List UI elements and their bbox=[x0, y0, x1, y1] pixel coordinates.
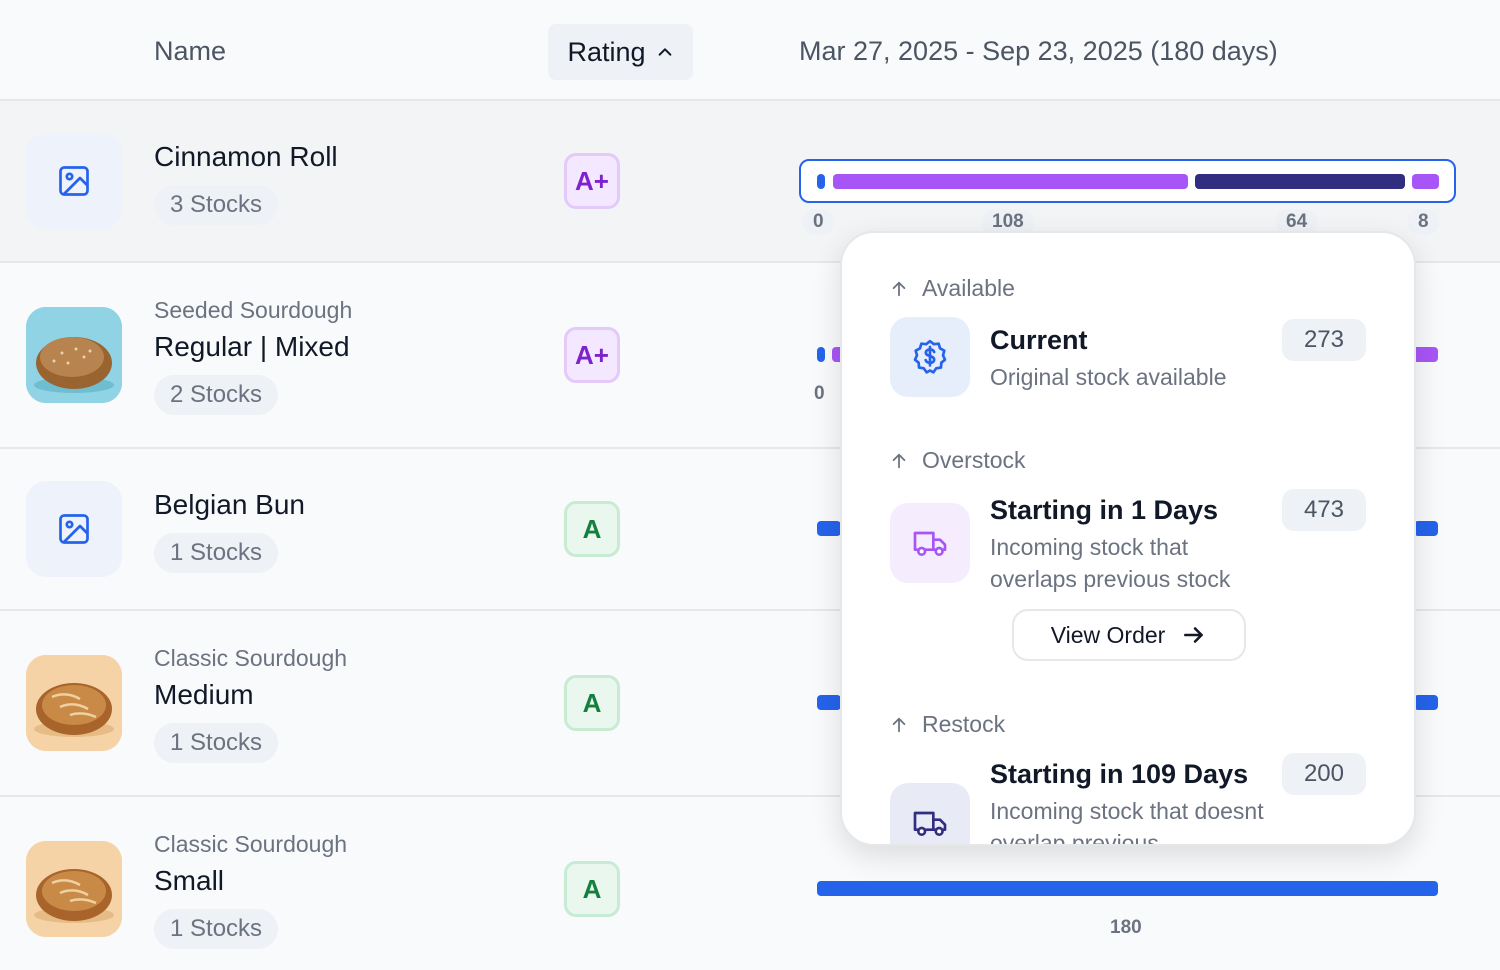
timeline-segment-current[interactable] bbox=[817, 174, 825, 189]
rating-badge: A+ bbox=[564, 153, 620, 209]
product-thumbnail bbox=[26, 481, 122, 577]
timeline-segment-current[interactable] bbox=[817, 695, 841, 710]
section-description: Original stock available bbox=[990, 364, 1227, 390]
sourdough-bread-photo bbox=[26, 655, 122, 751]
table-header: Name Rating Mar 27, 2025 - Sep 23, 2025 … bbox=[0, 0, 1500, 101]
rating-badge: A bbox=[564, 675, 620, 731]
arrow-right-icon bbox=[1184, 627, 1204, 643]
timeline-tick: 180 bbox=[1110, 917, 1142, 938]
rating-badge: A+ bbox=[564, 327, 620, 383]
sourdough-bread-photo bbox=[26, 841, 122, 937]
product-name: Belgian Bun bbox=[154, 489, 306, 520]
section-heading-restock: Restock bbox=[890, 711, 1005, 738]
section-heading-label: Restock bbox=[922, 711, 1006, 737]
section-count-badge: 273 bbox=[1281, 319, 1366, 361]
section-heading-available: Available bbox=[890, 275, 1015, 302]
arrow-up-icon bbox=[892, 717, 906, 732]
timeline-segment-current[interactable] bbox=[817, 347, 825, 362]
timeline-segment-overstock[interactable] bbox=[1410, 347, 1438, 362]
section-title: Starting in 109 Days bbox=[990, 759, 1249, 789]
timeline-tick: 0 bbox=[814, 383, 825, 404]
truck-icon bbox=[913, 811, 947, 836]
product-name: Regular | Mixed bbox=[154, 331, 350, 362]
product-subtitle: Seeded Sourdough bbox=[154, 297, 353, 323]
section-description: Incoming stock that doesnt overlap previ… bbox=[990, 798, 1264, 846]
rating-header-label: Rating bbox=[567, 36, 646, 67]
dollar-badge-icon bbox=[913, 339, 947, 374]
timeline-segment-current[interactable] bbox=[1414, 695, 1438, 710]
section-heading-label: Overstock bbox=[922, 447, 1026, 473]
section-title: Starting in 1 Days bbox=[990, 495, 1219, 525]
image-placeholder-icon bbox=[59, 514, 89, 544]
view-order-label: View Order bbox=[1050, 621, 1166, 648]
product-name: Medium bbox=[154, 679, 254, 710]
product-thumbnail bbox=[26, 841, 122, 937]
section-icon bbox=[890, 317, 970, 397]
section-description: Incoming stock that overlaps previous st… bbox=[990, 534, 1231, 592]
section-icon bbox=[890, 783, 970, 844]
timeline-segment-overstock[interactable] bbox=[833, 174, 1188, 189]
rating-badge: A bbox=[564, 501, 620, 557]
product-subtitle: Classic Sourdough bbox=[154, 831, 348, 857]
product-subtitle: Classic Sourdough bbox=[154, 645, 348, 671]
product-thumbnail bbox=[26, 655, 122, 751]
stock-count-badge: 1 Stocks bbox=[154, 909, 279, 949]
arrow-up-icon bbox=[892, 281, 906, 296]
image-placeholder-icon bbox=[59, 166, 89, 196]
table-row[interactable]: Seeded Sourdough Regular | Mixed 2 Stock… bbox=[0, 263, 1500, 449]
section-icon bbox=[890, 503, 970, 583]
timeline-segment-overstock[interactable] bbox=[1412, 174, 1439, 189]
column-header-date-range: Mar 27, 2025 - Sep 23, 2025 (180 days) bbox=[799, 36, 1278, 66]
table-row[interactable]: Cinnamon Roll 3 Stocks A+ 0 108 64 8 bbox=[0, 101, 1500, 263]
table-row[interactable]: Belgian Bun 1 Stocks A bbox=[0, 449, 1500, 611]
table-row[interactable]: Classic Sourdough Small 1 Stocks A 180 bbox=[0, 797, 1500, 970]
section-count-badge: 200 bbox=[1281, 753, 1366, 795]
arrow-up-icon bbox=[892, 453, 906, 468]
timeline-segment-current[interactable] bbox=[817, 521, 841, 536]
timeline-segment-current[interactable] bbox=[1414, 521, 1438, 536]
section-title: Current bbox=[990, 325, 1088, 355]
stock-count-badge: 1 Stocks bbox=[154, 723, 279, 763]
stock-timeline-bar[interactable] bbox=[799, 159, 1456, 203]
timeline-tick: 8 bbox=[1408, 209, 1439, 235]
section-heading-overstock: Overstock bbox=[890, 447, 1026, 474]
truck-icon bbox=[913, 531, 947, 556]
product-thumbnail bbox=[26, 133, 122, 229]
section-count-badge: 473 bbox=[1281, 489, 1366, 531]
timeline-tick: 108 bbox=[982, 209, 1034, 235]
rating-badge: A bbox=[564, 861, 620, 917]
product-name: Cinnamon Roll bbox=[154, 141, 338, 172]
product-name: Small bbox=[154, 865, 225, 896]
chevron-up-icon bbox=[658, 48, 671, 56]
timeline-tick: 0 bbox=[803, 209, 834, 235]
timeline-segment-restock[interactable] bbox=[1195, 174, 1405, 189]
stock-breakdown-popover: Available Current Original stock availab… bbox=[840, 231, 1416, 846]
stock-count-badge: 2 Stocks bbox=[154, 375, 279, 415]
product-thumbnail bbox=[26, 307, 122, 403]
table-row[interactable]: Classic Sourdough Medium 1 Stocks A bbox=[0, 611, 1500, 797]
view-order-button[interactable]: View Order bbox=[1012, 609, 1246, 661]
section-heading-label: Available bbox=[922, 275, 1015, 301]
column-header-name[interactable]: Name bbox=[154, 36, 227, 66]
stock-count-badge: 1 Stocks bbox=[154, 533, 279, 573]
seeded-bread-photo bbox=[26, 307, 122, 403]
timeline-segment-current[interactable] bbox=[817, 881, 1438, 896]
timeline-tick: 64 bbox=[1276, 209, 1318, 235]
column-header-rating[interactable]: Rating bbox=[548, 24, 693, 80]
stock-count-badge: 3 Stocks bbox=[154, 185, 279, 225]
